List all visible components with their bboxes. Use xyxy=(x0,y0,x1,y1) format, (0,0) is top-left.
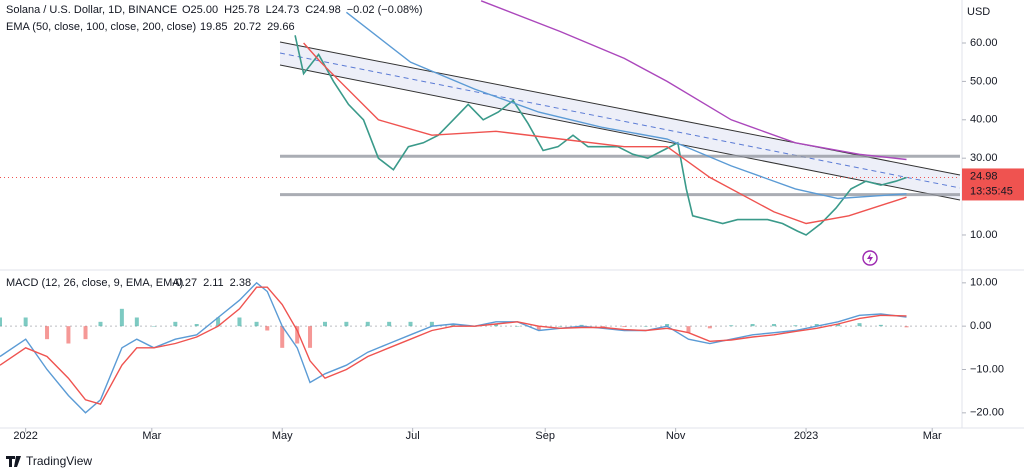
histogram-bar xyxy=(216,317,221,327)
histogram-bar xyxy=(686,326,691,333)
histogram-bar xyxy=(23,317,28,327)
ema-legend-value: 20.72 xyxy=(234,21,262,33)
ema-legend: EMA (50, close, 100, close, 200, close) xyxy=(6,21,196,33)
symbol: Solana / U.S. Dollar, 1D, BINANCE xyxy=(6,4,177,16)
countdown: 13:35:45 xyxy=(970,185,1013,197)
histogram-bar xyxy=(45,326,50,340)
histogram-bar xyxy=(408,321,413,327)
x-tick-label: May xyxy=(272,430,293,442)
histogram-bar xyxy=(308,326,313,348)
histogram-bar xyxy=(237,317,242,327)
histogram-bar xyxy=(707,326,712,329)
price-line xyxy=(294,35,907,236)
x-tick-label: Nov xyxy=(666,430,686,442)
ohlc-value: O25.00 xyxy=(182,4,218,16)
histogram-bar xyxy=(254,321,259,327)
x-tick-label: 2022 xyxy=(13,430,37,442)
histogram-bar xyxy=(429,321,434,327)
alert-icon[interactable] xyxy=(862,250,878,266)
histogram-bar xyxy=(265,326,270,331)
macd-legend-value: 2.38 xyxy=(230,277,251,289)
ohlc-value: L24.73 xyxy=(266,4,300,16)
ohlc-value: H25.78 xyxy=(224,4,259,16)
plot xyxy=(0,0,960,414)
histogram-bar xyxy=(173,321,178,327)
ohlc-value: C24.98 xyxy=(305,4,340,16)
histogram-bar xyxy=(814,324,819,327)
y-tick-label: −10.00 xyxy=(970,363,1004,375)
macd-line xyxy=(0,281,907,414)
histogram-bar xyxy=(387,321,392,327)
histogram-bar xyxy=(558,326,563,327)
x-tick-label: Mar xyxy=(142,430,161,442)
y-tick-label: 10.00 xyxy=(970,229,998,241)
y-tick-label: 30.00 xyxy=(970,152,998,164)
y-tick-label: −20.00 xyxy=(970,407,1004,419)
histogram-bar xyxy=(857,323,862,327)
x-tick-label: Mar xyxy=(923,430,942,442)
channel-upper xyxy=(279,41,961,176)
histogram-bar xyxy=(665,324,670,327)
ema-legend-value: 29.66 xyxy=(267,21,295,33)
histogram-bar xyxy=(66,326,71,344)
ema-line xyxy=(345,11,907,200)
histogram-bar xyxy=(0,317,2,327)
histogram-bar xyxy=(194,324,199,327)
histogram-bar xyxy=(344,321,349,327)
macd-legend: MACD (12, 26, close, 9, EMA, EMA) xyxy=(6,277,183,289)
macd-legend-value: -0.27 xyxy=(172,277,197,289)
histogram-bar xyxy=(134,317,139,327)
x-tick-label: 2023 xyxy=(794,430,818,442)
histogram-bar xyxy=(536,326,541,331)
histogram-bar xyxy=(295,326,300,344)
histogram-bar xyxy=(151,326,156,327)
channel-mid xyxy=(279,52,961,189)
x-tick-label: Jul xyxy=(406,430,420,442)
x-tick-label: Sep xyxy=(535,430,555,442)
histogram-bar xyxy=(119,308,124,327)
histogram-bar xyxy=(793,325,798,327)
alert-icon-bolt xyxy=(867,253,873,263)
macd-legend-value: 2.11 xyxy=(203,277,224,289)
histogram-bar xyxy=(836,324,841,327)
histogram-bar xyxy=(98,321,103,327)
logo xyxy=(6,456,21,467)
y-tick-label: 40.00 xyxy=(970,114,998,126)
footer-brand: TradingView xyxy=(26,454,92,468)
histogram-bar xyxy=(365,321,370,327)
histogram-bar xyxy=(904,326,909,328)
histogram-bar xyxy=(622,326,627,328)
histogram-bar xyxy=(643,326,648,327)
y-tick-label: 50.00 xyxy=(970,75,998,87)
last-price-box xyxy=(962,168,1024,201)
histogram-bar xyxy=(494,324,499,327)
histogram-bar xyxy=(451,324,456,327)
channel-lower xyxy=(279,64,961,201)
histogram-bar xyxy=(280,326,285,348)
ema-line xyxy=(303,42,907,225)
price-unit: USD xyxy=(967,6,990,18)
ohlc-value: −0.02 (−0.08%) xyxy=(347,4,423,16)
ema-legend-value: 19.85 xyxy=(200,21,228,33)
macd-line xyxy=(0,286,907,406)
histogram-bar xyxy=(322,321,327,327)
histogram-bar xyxy=(750,324,755,327)
histogram-bar xyxy=(729,325,734,327)
histogram-bar xyxy=(771,324,776,327)
histogram-bar xyxy=(878,324,883,327)
last-price-label: 24.98 xyxy=(970,170,998,182)
histogram-bar xyxy=(83,326,88,340)
y-tick-label: 10.00 xyxy=(970,277,998,289)
y-tick-label: 0.00 xyxy=(970,320,991,332)
histogram-bar xyxy=(515,326,520,327)
ema-line xyxy=(480,0,907,161)
histogram-bar xyxy=(600,326,605,328)
y-tick-label: 60.00 xyxy=(970,37,998,49)
